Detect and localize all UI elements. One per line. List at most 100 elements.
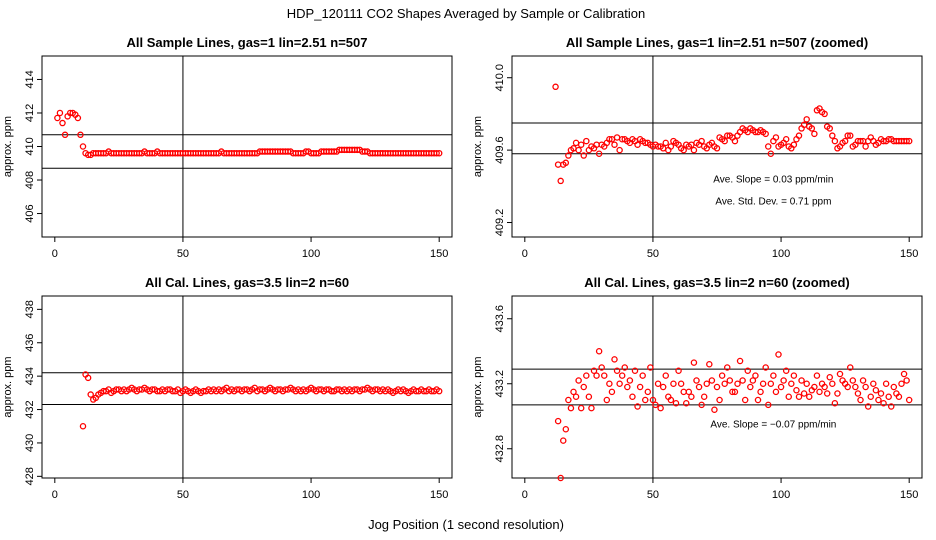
data-point	[644, 388, 652, 396]
y-tick-label: 432.8	[494, 435, 506, 463]
data-point	[613, 367, 621, 374]
data-point	[634, 141, 641, 148]
data-point	[636, 383, 644, 391]
x-tick-label: 150	[900, 489, 918, 501]
y-axis-label: approx. ppm	[472, 356, 484, 417]
x-tick-label: 50	[177, 489, 189, 501]
data-point	[780, 377, 787, 384]
y-tick-label: 428	[24, 467, 36, 485]
data-point	[744, 367, 752, 374]
panel-title: All Sample Lines, gas=1 lin=2.51 n=507 (…	[566, 35, 868, 50]
data-point	[577, 404, 585, 412]
data-point	[782, 367, 790, 374]
data-point	[652, 401, 659, 409]
data-point	[811, 383, 818, 391]
data-point	[603, 396, 611, 404]
data-point	[788, 380, 795, 387]
data-point	[677, 380, 685, 387]
data-point	[562, 425, 570, 433]
data-point	[775, 351, 782, 358]
data-point	[435, 387, 443, 395]
data-point	[905, 396, 913, 404]
data-point	[435, 149, 443, 157]
data-point	[844, 383, 851, 391]
data-point	[877, 390, 885, 397]
data-point	[557, 177, 564, 185]
y-tick-label: 410	[24, 137, 36, 155]
data-point	[624, 383, 631, 391]
figure-xlabel: Jog Position (1 second resolution)	[368, 517, 564, 532]
panel-title: All Cal. Lines, gas=3.5 lin=2 n=60 (zoom…	[584, 275, 850, 290]
data-point	[847, 364, 854, 371]
data-point	[854, 390, 862, 397]
data-point	[575, 146, 582, 154]
data-point	[870, 380, 877, 387]
data-point	[700, 393, 708, 400]
data-point	[642, 396, 649, 404]
data-point	[882, 380, 890, 387]
x-tick-label: 100	[302, 248, 320, 260]
y-tick-label: 434	[24, 367, 36, 385]
data-point	[895, 393, 903, 400]
y-tick-label: 430	[24, 434, 36, 452]
data-point	[693, 377, 700, 384]
data-point	[659, 383, 667, 391]
data-point	[611, 141, 618, 148]
data-point	[567, 404, 575, 412]
data-point	[808, 125, 816, 132]
data-point	[793, 386, 800, 394]
data-point	[662, 372, 670, 379]
y-tick-label: 436	[24, 334, 36, 352]
data-point	[718, 372, 726, 379]
data-point	[84, 374, 92, 382]
data-point	[823, 390, 831, 397]
data-point	[577, 141, 585, 148]
data-point	[595, 150, 603, 157]
data-point	[803, 116, 810, 123]
data-point	[61, 131, 69, 139]
data-point	[821, 110, 828, 118]
data-point	[616, 146, 623, 154]
data-point	[695, 383, 703, 391]
plot-frame	[511, 55, 923, 238]
data-point	[767, 150, 775, 157]
data-point	[859, 377, 867, 384]
figure-title: HDP_120111 CO2 Shapes Averaged by Sample…	[287, 6, 645, 21]
data-point	[806, 393, 813, 400]
data-point	[795, 393, 803, 400]
data-point	[724, 364, 731, 371]
x-tick-label: 0	[522, 489, 528, 501]
data-point	[726, 377, 734, 384]
data-point	[583, 137, 590, 145]
data-point	[711, 406, 718, 413]
data-point	[675, 367, 682, 374]
data-point	[583, 372, 590, 379]
data-point	[857, 137, 864, 145]
data-point	[721, 137, 728, 145]
data-point	[554, 417, 562, 425]
data-point	[777, 383, 785, 391]
data-point	[611, 356, 618, 363]
data-point	[749, 377, 757, 384]
data-point	[639, 372, 646, 379]
x-tick-label: 150	[430, 248, 448, 260]
data-point	[667, 396, 675, 404]
data-point	[74, 114, 82, 122]
data-point	[698, 401, 705, 409]
data-point	[813, 372, 821, 379]
data-point	[560, 437, 567, 444]
data-point	[875, 396, 882, 404]
data-point	[826, 125, 834, 132]
data-point	[844, 132, 851, 139]
data-point	[713, 383, 721, 391]
data-point	[741, 396, 749, 404]
annotation-label: Ave. Slope = −0.07 ppm/min	[710, 420, 836, 431]
data-point	[772, 388, 780, 396]
x-tick-label: 0	[522, 248, 528, 260]
panel-title: All Sample Lines, gas=1 lin=2.51 n=507	[127, 35, 368, 50]
data-point	[731, 388, 739, 396]
data-point	[734, 380, 741, 387]
data-point	[634, 403, 641, 410]
data-point	[554, 161, 562, 168]
data-point	[747, 383, 754, 391]
